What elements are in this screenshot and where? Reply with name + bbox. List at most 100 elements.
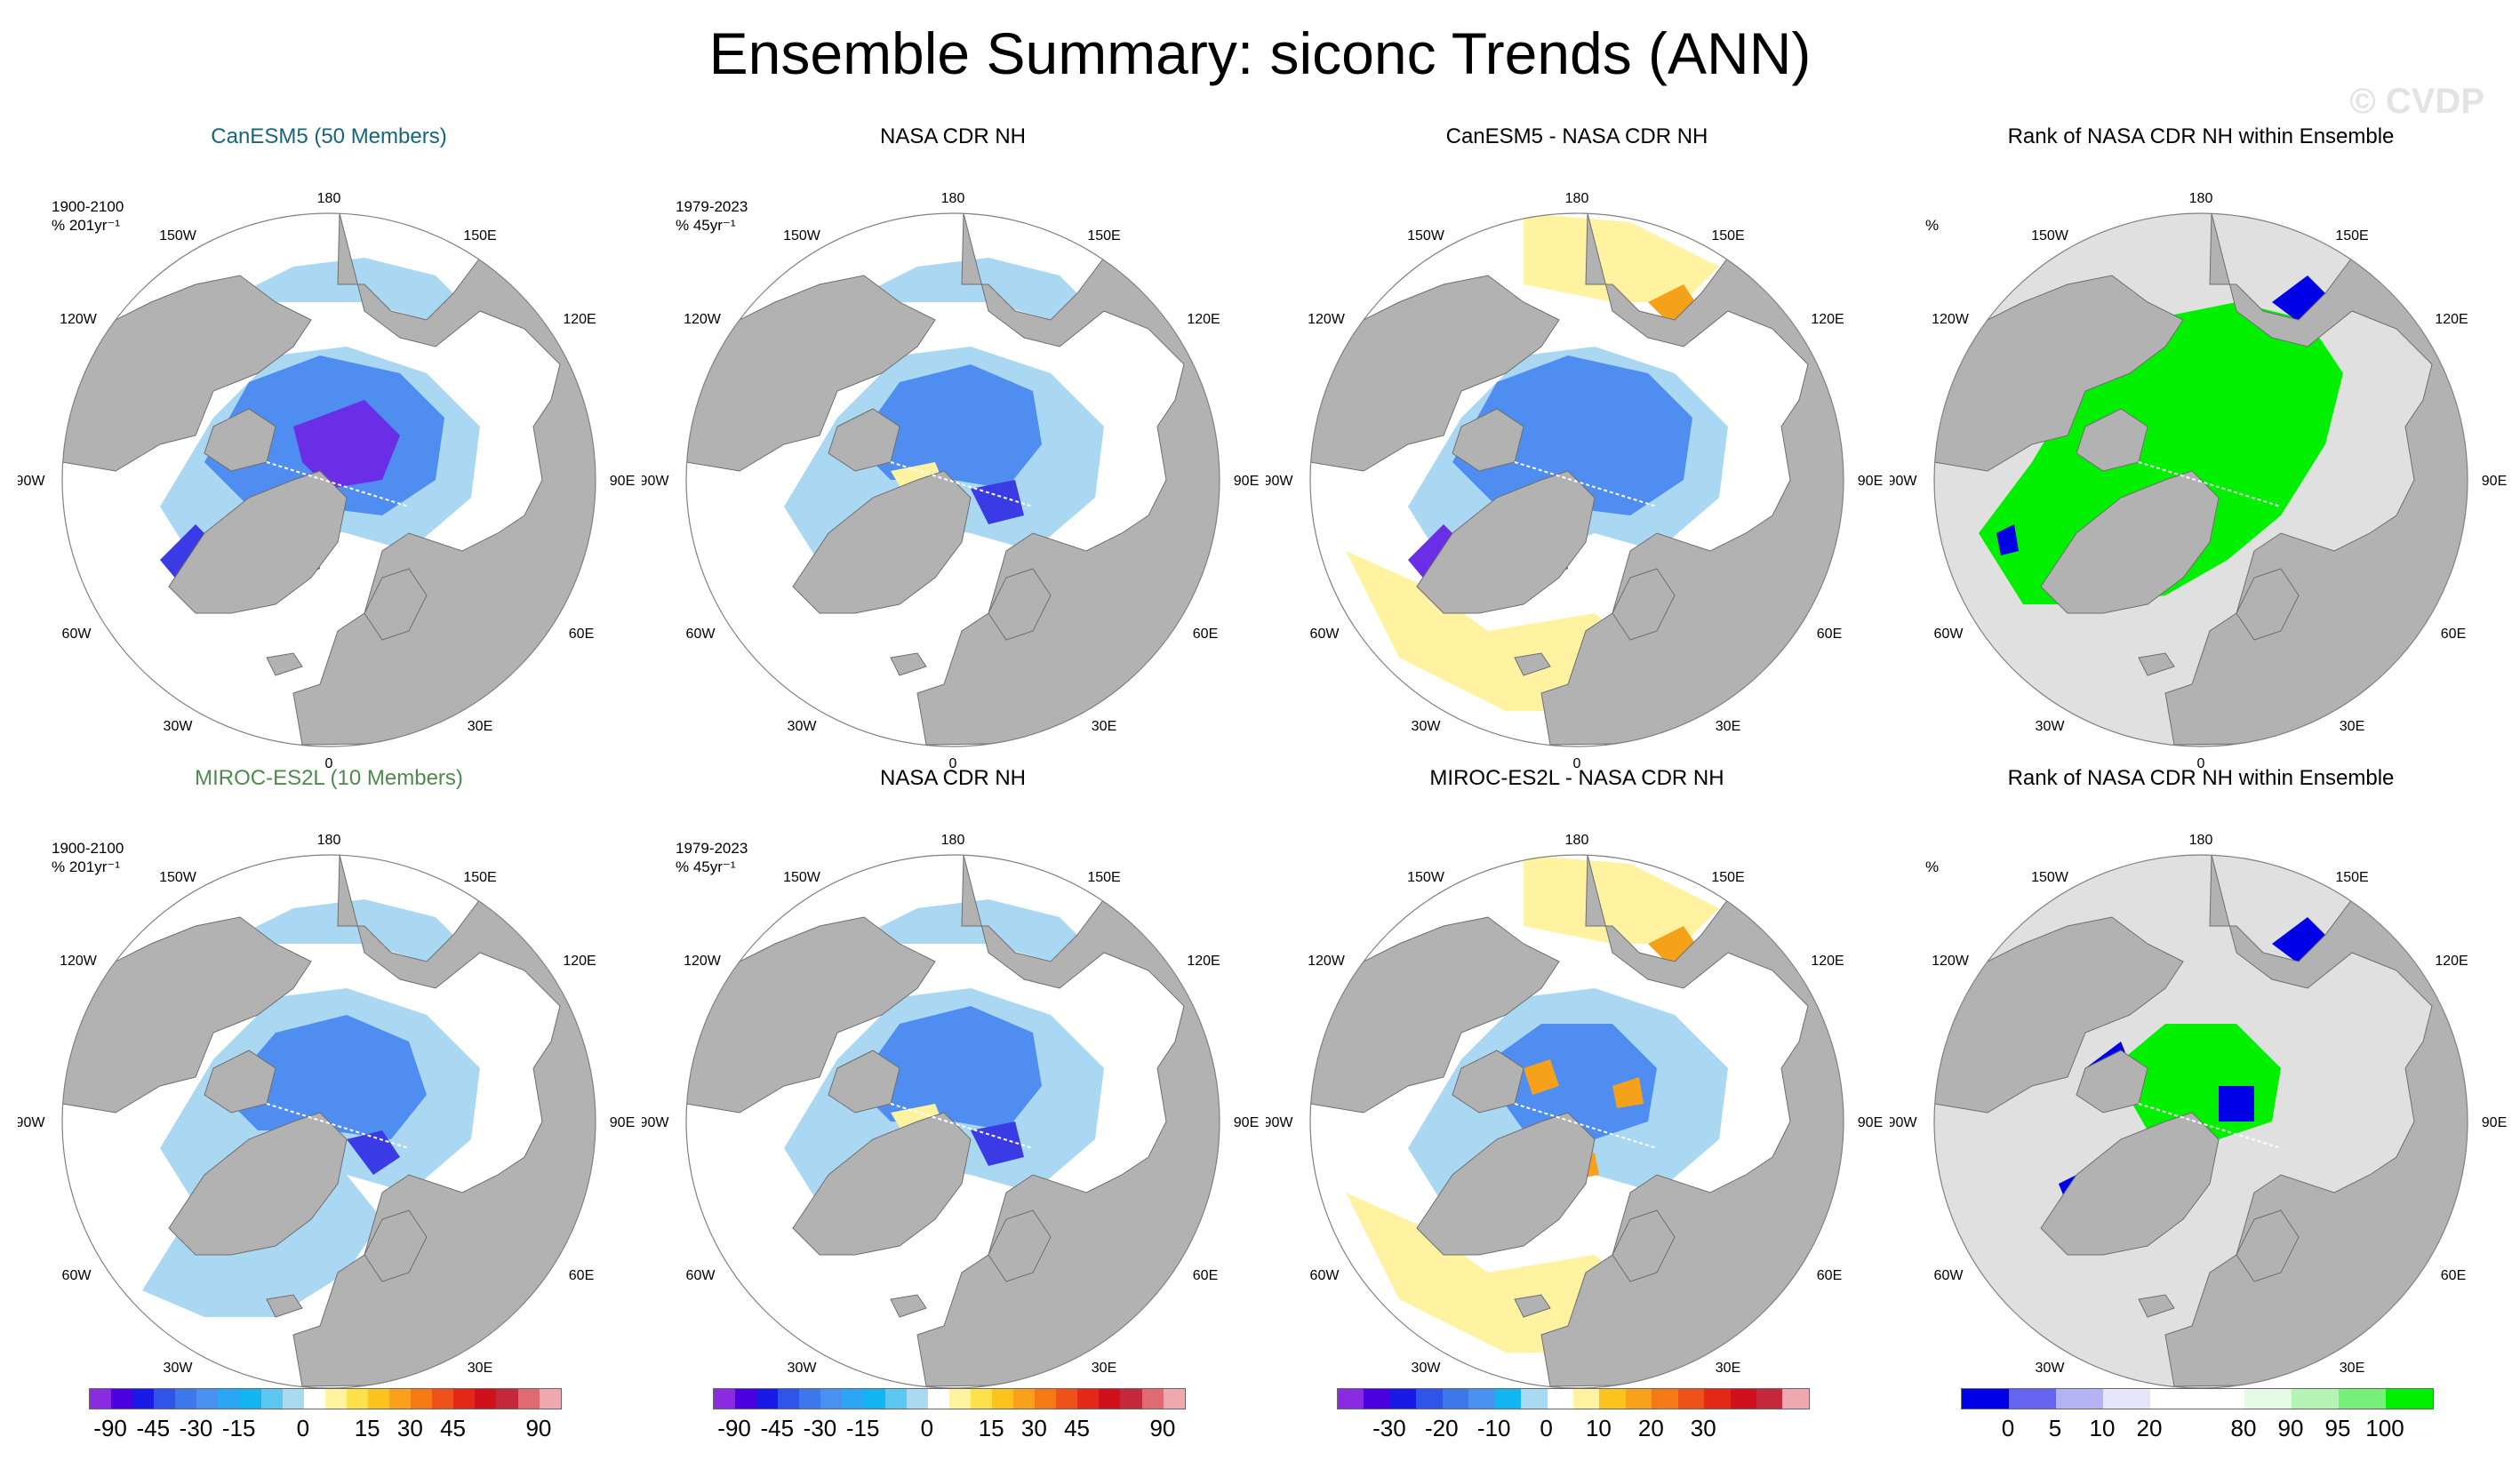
colorbar-swatch xyxy=(1338,1389,1364,1409)
colorbar-tick-label: -45 xyxy=(760,1415,795,1441)
colorbar-tick-label: 15 xyxy=(354,1415,380,1441)
colorbar-tick-label: 20 xyxy=(2136,1415,2163,1441)
colorbar-swatch xyxy=(453,1389,476,1409)
colorbar-swatch xyxy=(2150,1389,2197,1409)
lon-label-lower-right-outer: 30E xyxy=(2340,1361,2364,1376)
lon-label-upper-right-inner: 120E xyxy=(1187,312,1220,327)
colorbar-tick-label: 10 xyxy=(1585,1415,1612,1441)
lon-label-bottom: 0 xyxy=(1573,756,1581,771)
panel-units: % 201yr⁻¹ xyxy=(52,858,120,875)
colorbar-labels: 0 5 10 20 80 90 95 100 xyxy=(1961,1415,2450,1441)
map-panel: Rank of NASA CDR NH within Ensemble% 180 0… xyxy=(1890,766,2512,1441)
colorbar-swatch xyxy=(1364,1389,1390,1409)
lon-label-lower-right-outer: 30E xyxy=(1092,1361,1116,1376)
colorbar-swatch xyxy=(1599,1389,1626,1409)
colorbar-swatch xyxy=(196,1389,219,1409)
lon-label-upper-left-inner: 120W xyxy=(60,954,98,969)
colorbar-swatch xyxy=(2009,1389,2056,1409)
lon-label-lower-left-outer: 30W xyxy=(164,1361,194,1376)
colorbar-tick-label: 0 xyxy=(2001,1415,2015,1441)
colorbar-tick-label: -30 xyxy=(179,1415,213,1441)
lon-label-upper-left-inner: 120W xyxy=(684,954,722,969)
colorbar-swatch xyxy=(906,1389,928,1409)
lon-label-left: 90W xyxy=(642,1115,669,1130)
lon-label-lower-right-outer: 30E xyxy=(1716,719,1740,734)
map-panel: MIROC-ES2L (10 Members) 1900-2100% 201yr⁻… xyxy=(18,766,640,1441)
colorbar-tick-label: 0 xyxy=(296,1415,310,1441)
panel-period-units: 1900-2100% 201yr⁻¹ xyxy=(52,197,124,235)
lon-label-upper-right-outer: 150E xyxy=(463,870,496,885)
colorbar-tick-label: -15 xyxy=(845,1415,880,1441)
colorbar-swatch xyxy=(282,1389,304,1409)
lon-label-upper-right-inner: 120E xyxy=(1187,954,1220,969)
lon-label-upper-left-outer: 150W xyxy=(159,870,197,885)
colorbar-tick-label: 30 xyxy=(1020,1415,1047,1441)
lon-label-upper-right-outer: 150E xyxy=(2335,870,2368,885)
colorbar-swatch xyxy=(1730,1389,1756,1409)
panel-units: % xyxy=(1925,858,1940,875)
lon-label-upper-right-inner: 120E xyxy=(2435,312,2468,327)
lon-label-lower-right-inner: 60E xyxy=(569,1268,594,1283)
colorbar-tick-label: 90 xyxy=(2277,1415,2304,1441)
colorbar-swatch xyxy=(324,1389,347,1409)
colorbar-swatch xyxy=(884,1389,907,1409)
colorbar-swatch xyxy=(475,1389,497,1409)
colorbar-swatch xyxy=(2197,1389,2244,1409)
map-panel: CanESM5 - NASA CDR NH 180 0 90W 90E 150W 120W 1… xyxy=(1266,124,1888,800)
colorbar-swatch xyxy=(2103,1389,2150,1409)
colorbar-swatch xyxy=(927,1389,949,1409)
lon-label-top: 180 xyxy=(317,191,341,206)
colorbar-tick-label: -20 xyxy=(1424,1415,1459,1441)
map-panel: Rank of NASA CDR NH within Ensemble% 180 0… xyxy=(1890,124,2512,800)
lon-label-right: 90E xyxy=(610,1115,635,1130)
colorbar-swatch xyxy=(1389,1389,1417,1409)
lon-label-upper-left-outer: 150W xyxy=(783,228,821,244)
panel-units: % 45yr⁻¹ xyxy=(676,217,736,234)
lon-label-left: 90W xyxy=(1890,474,1917,489)
panel-title: MIROC-ES2L - NASA CDR NH xyxy=(1429,766,1724,790)
colorbar-swatch xyxy=(820,1389,843,1409)
lon-label-upper-left-outer: 150W xyxy=(1407,870,1445,885)
colorbar-swatch xyxy=(1013,1389,1036,1409)
colorbar-tick-label: -45 xyxy=(136,1415,171,1441)
colorbar-swatch xyxy=(735,1389,757,1409)
panel-title: CanESM5 - NASA CDR NH xyxy=(1445,124,1708,148)
lon-label-upper-left-outer: 150W xyxy=(1407,228,1445,244)
lon-label-lower-left-inner: 60W xyxy=(62,1268,92,1283)
lon-label-lower-left-inner: 60W xyxy=(1934,627,1964,642)
lon-label-upper-right-outer: 150E xyxy=(1711,228,1744,244)
panel-title: NASA CDR NH xyxy=(879,766,1027,790)
colorbar-swatch xyxy=(863,1389,885,1409)
lon-label-top: 180 xyxy=(317,833,341,848)
colorbar-swatch xyxy=(778,1389,800,1409)
colorbar-boxes xyxy=(1961,1388,2434,1409)
lon-label-right: 90E xyxy=(2482,1115,2507,1130)
colorbar-swatch xyxy=(1962,1389,2009,1409)
colorbar-swatch xyxy=(517,1389,540,1409)
lon-label-right: 90E xyxy=(2482,474,2507,489)
panel-period-units: 1900-2100% 201yr⁻¹ xyxy=(52,839,124,876)
colorbar-tick-label: -10 xyxy=(1476,1415,1511,1441)
colorbar-tick-label: -90 xyxy=(717,1415,751,1441)
panel-period: 1900-2100 xyxy=(52,840,124,857)
copyright-watermark: © CVDP xyxy=(2349,82,2484,121)
lon-label-bottom: 0 xyxy=(949,756,957,771)
panel-title: Rank of NASA CDR NH within Ensemble xyxy=(2007,766,2395,790)
lon-label-lower-left-outer: 30W xyxy=(788,719,818,734)
lon-label-upper-left-inner: 120W xyxy=(684,312,722,327)
colorbar-swatch xyxy=(1572,1389,1600,1409)
lon-label-left: 90W xyxy=(1890,1115,1917,1130)
lon-label-lower-right-outer: 30E xyxy=(468,1361,492,1376)
colorbar-swatch xyxy=(1141,1389,1164,1409)
panel-period-units: 1979-2023% 45yr⁻¹ xyxy=(676,839,748,876)
colorbar-labels: -30 -20 -10 0 10 20 30 xyxy=(1337,1415,1826,1441)
colorbar-swatch xyxy=(714,1389,736,1409)
map-panel: NASA CDR NH 1979-2023% 45yr⁻¹ 180 0 90W 90E 15… xyxy=(642,766,1264,1441)
colorbar-labels: -90 -45 -30 -15 0 15 30 45 90 xyxy=(713,1415,1202,1441)
lon-label-top: 180 xyxy=(1565,833,1589,848)
lon-label-lower-right-outer: 30E xyxy=(1092,719,1116,734)
colorbar-tick-label: -30 xyxy=(803,1415,837,1441)
colorbar-swatch xyxy=(1521,1389,1548,1409)
panel-period-units: 1979-2023% 45yr⁻¹ xyxy=(676,197,748,235)
